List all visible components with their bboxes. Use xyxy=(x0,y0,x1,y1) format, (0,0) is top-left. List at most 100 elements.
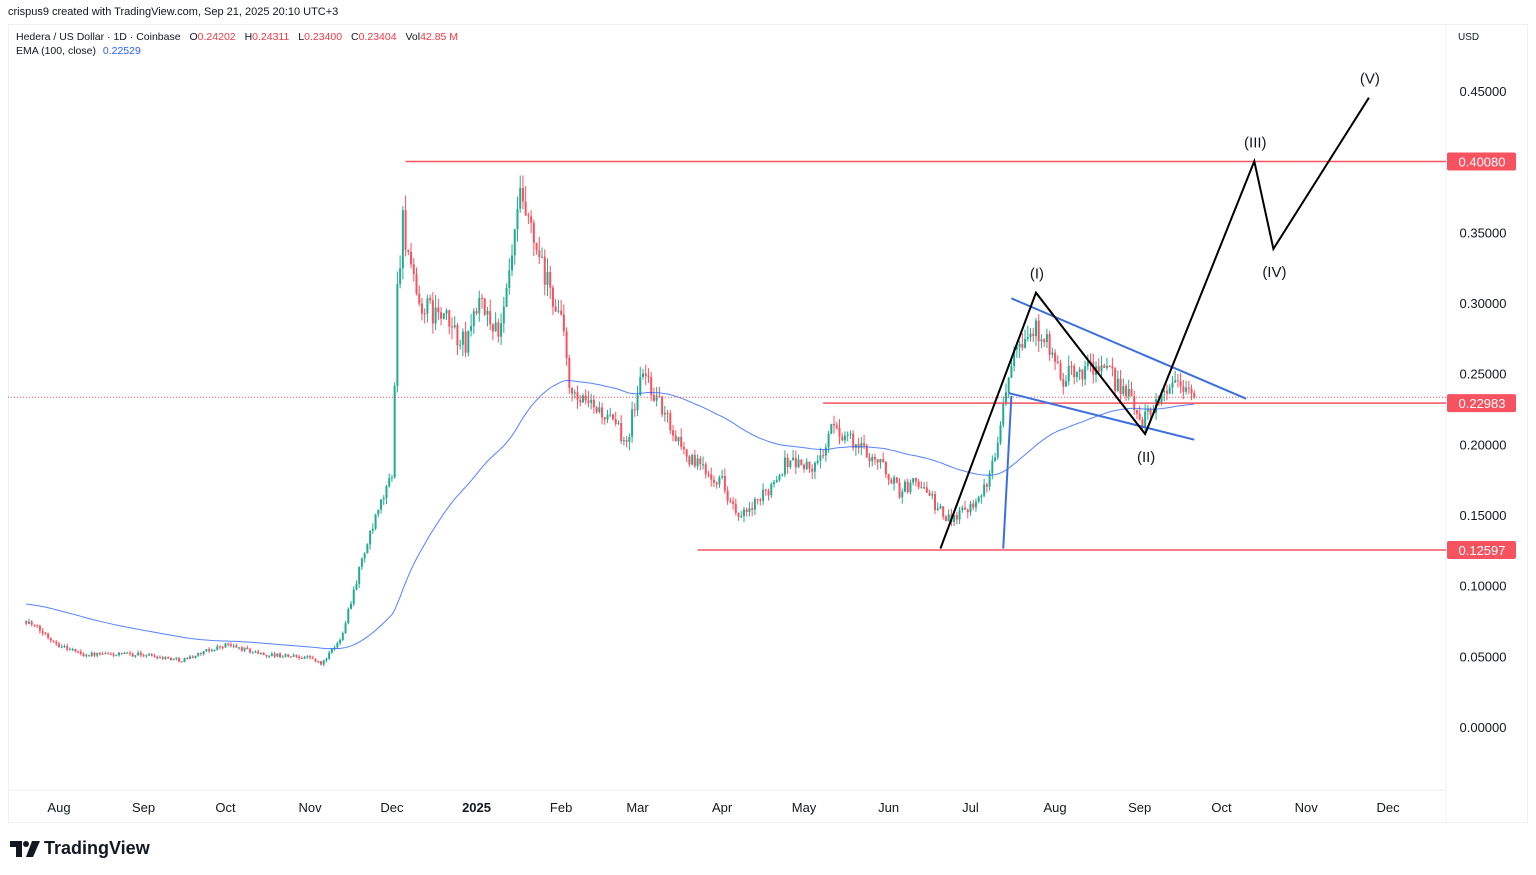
candle-up xyxy=(232,645,235,647)
time-tick-label: Mar xyxy=(626,800,649,815)
candle-up xyxy=(636,394,639,411)
candle-up xyxy=(270,653,273,656)
candle-down xyxy=(868,457,871,462)
candle-down xyxy=(483,298,486,315)
candle-down xyxy=(107,653,110,655)
candle-up xyxy=(1067,366,1070,382)
wave-label: (V) xyxy=(1360,71,1380,88)
candle-up xyxy=(830,424,833,434)
candle-down xyxy=(273,653,276,657)
candle-down xyxy=(554,306,557,312)
candle-down xyxy=(404,210,407,250)
candle-down xyxy=(712,479,715,483)
candle-down xyxy=(723,475,726,491)
candle-up xyxy=(980,495,983,498)
candle-up xyxy=(1026,337,1029,339)
currency-button[interactable]: USD xyxy=(1450,30,1516,46)
candle-down xyxy=(644,373,647,377)
candle-down xyxy=(751,508,754,510)
candle-down xyxy=(898,482,901,498)
candle-up xyxy=(813,462,816,472)
candle-up xyxy=(123,652,126,654)
price-tick-label: 0.45000 xyxy=(1460,84,1507,99)
candle-down xyxy=(415,273,418,294)
candle-down xyxy=(966,509,969,513)
candle-down xyxy=(551,287,554,307)
candle-up xyxy=(1013,349,1016,367)
candle-down xyxy=(410,251,413,265)
candle-down xyxy=(1062,378,1065,387)
candle-up xyxy=(1045,334,1048,343)
candle-up xyxy=(202,651,205,655)
candle-down xyxy=(543,256,546,285)
candle-up xyxy=(388,478,391,487)
candle-down xyxy=(682,446,685,450)
candle-down xyxy=(560,310,563,315)
candle-up xyxy=(1029,333,1032,338)
symbol-title[interactable]: Hedera / US Dollar · 1D · Coinbase xyxy=(16,31,181,43)
candle-down xyxy=(611,414,614,420)
candle-up xyxy=(1040,339,1043,342)
trendline-wedge-lower[interactable] xyxy=(1008,392,1195,441)
candle-down xyxy=(265,655,268,657)
candle-down xyxy=(759,499,762,501)
trendline-flagpole[interactable] xyxy=(1002,395,1013,549)
candle-down xyxy=(139,652,142,656)
price-tick-label: 0.15000 xyxy=(1460,508,1507,523)
candle-down xyxy=(1048,334,1051,355)
candle-up xyxy=(996,442,999,458)
trendline-wedge-upper[interactable] xyxy=(1011,297,1247,400)
candle-up xyxy=(961,507,964,511)
candle-up xyxy=(322,660,325,665)
candle-down xyxy=(1119,378,1122,395)
elliott-wave-path[interactable] xyxy=(939,97,1370,549)
candle-up xyxy=(461,331,464,345)
candle-up xyxy=(385,486,388,498)
candle-up xyxy=(352,589,355,604)
candle-down xyxy=(934,494,937,511)
candle-down xyxy=(732,501,735,504)
candle-down xyxy=(704,464,707,475)
candle-up xyxy=(655,395,658,401)
candle-down xyxy=(77,651,80,653)
candle-down xyxy=(521,188,524,202)
candle-down xyxy=(450,326,453,328)
candle-down xyxy=(221,646,224,648)
time-tick-label: Jun xyxy=(878,800,899,815)
candle-up xyxy=(789,460,792,467)
candle-down xyxy=(66,645,69,650)
candle-down xyxy=(295,655,298,657)
candle-down xyxy=(153,655,156,657)
candle-up xyxy=(702,464,705,466)
candle-down xyxy=(955,515,958,520)
candle-up xyxy=(442,313,445,319)
candle-up xyxy=(325,658,328,661)
close-value: 0.23404 xyxy=(358,31,397,43)
price-tick-label: 0.10000 xyxy=(1460,579,1507,594)
candle-down xyxy=(914,478,917,482)
price-tick-label: 0.25000 xyxy=(1460,367,1507,382)
candle-down xyxy=(98,653,101,655)
candle-up xyxy=(581,395,584,403)
candle-down xyxy=(944,516,947,522)
price-tick-label: 0.00000 xyxy=(1460,720,1507,735)
candle-down xyxy=(178,657,181,662)
tradingview-logo: TradingView xyxy=(10,838,150,859)
candle-down xyxy=(1125,386,1128,397)
candle-up xyxy=(205,649,208,652)
candle-down xyxy=(756,498,759,500)
price-level-badge xyxy=(1447,394,1516,413)
ema-title[interactable]: EMA (100, close) xyxy=(16,45,96,57)
candle-up xyxy=(158,657,161,659)
time-tick-label: Nov xyxy=(1295,800,1319,815)
candle-up xyxy=(243,647,246,651)
candle-up xyxy=(137,652,140,656)
candle-down xyxy=(314,658,317,662)
high-label: H xyxy=(244,31,253,43)
candle-up xyxy=(27,621,30,624)
candle-down xyxy=(576,392,579,400)
candle-up xyxy=(1034,320,1037,337)
candle-up xyxy=(390,477,393,479)
wave-label: (III) xyxy=(1244,134,1267,151)
